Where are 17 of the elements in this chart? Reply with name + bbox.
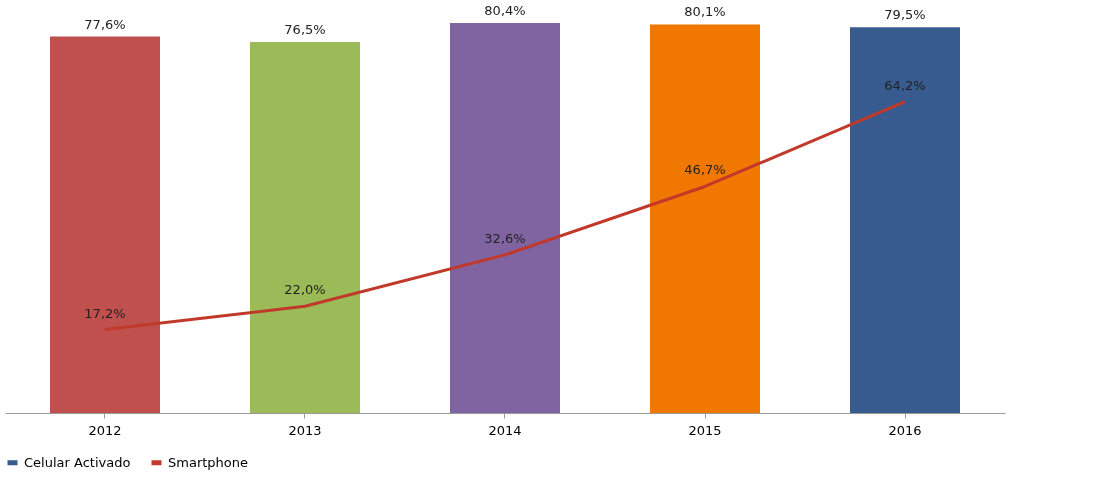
- x-tick-label: 2013: [288, 422, 322, 438]
- data-label: 80,1%: [684, 4, 726, 20]
- data-label: 64,2%: [884, 77, 926, 93]
- data-label: 76,5%: [284, 21, 326, 37]
- x-tick-label: 2015: [688, 422, 722, 438]
- data-label: 17,2%: [84, 305, 126, 321]
- legend-label: Smartphone: [168, 454, 249, 470]
- data-label: 79,5%: [884, 7, 926, 23]
- data-label: 80,4%: [484, 3, 526, 18]
- data-label: 46,7%: [684, 162, 726, 178]
- legend-label: Celular Activado: [24, 454, 131, 470]
- data-label: 32,6%: [484, 230, 526, 246]
- data-label: 22,0%: [284, 282, 326, 298]
- x-tick-label: 2014: [488, 422, 522, 438]
- x-tick-label: 2012: [88, 422, 122, 438]
- x-tick-label: 2016: [888, 422, 922, 438]
- data-label: 77,6%: [84, 16, 126, 32]
